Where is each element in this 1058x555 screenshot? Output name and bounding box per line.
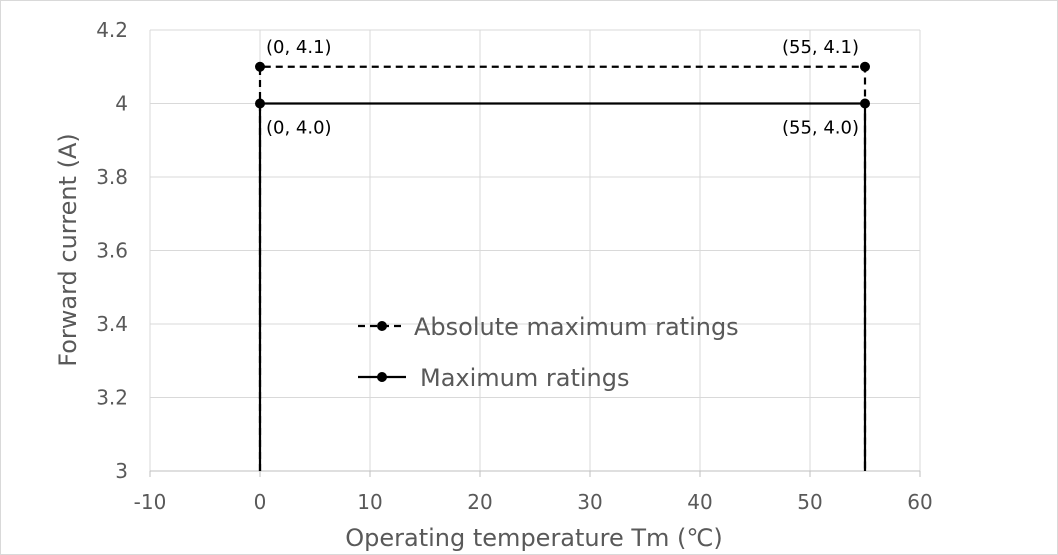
y-axis-title: Forward current (A) xyxy=(54,133,82,367)
y-tick-label: 3.2 xyxy=(96,386,128,410)
series-point-0 xyxy=(255,61,265,72)
series-line-1 xyxy=(258,102,867,471)
x-tick-label: 30 xyxy=(577,490,602,514)
legend-label-0: Absolute maximum ratings xyxy=(414,313,739,341)
axes: -10 0 10 20 30 40 50 60 3 3.2 3.4 3.6 3.8 4 4.2 xyxy=(96,18,933,514)
point-annotation: (55, 4.0) xyxy=(782,118,859,139)
series-point-0 xyxy=(860,61,870,72)
legend: Absolute maximum ratings Maximum ratings xyxy=(358,313,739,392)
x-tick-label: 0 xyxy=(254,490,267,514)
series-point-1 xyxy=(255,98,265,109)
x-tick-label: 60 xyxy=(907,490,932,514)
y-tick-label: 4.2 xyxy=(96,18,128,42)
y-tick-label: 3.8 xyxy=(96,165,128,189)
annotations-layer: (0, 4.1) (55, 4.1) (0, 4.0) (55, 4.0) xyxy=(266,37,859,139)
grid xyxy=(149,29,921,472)
series-line-0 xyxy=(258,65,867,471)
point-annotation: (0, 4.1) xyxy=(266,37,332,58)
y-tick-label: 3 xyxy=(115,459,128,483)
x-tick-label: -10 xyxy=(134,490,167,514)
series-point-1 xyxy=(860,98,870,109)
y-tick-label: 3.6 xyxy=(96,239,128,263)
x-tick-label: 50 xyxy=(797,490,822,514)
point-annotation: (0, 4.0) xyxy=(266,118,332,139)
series-layer xyxy=(255,61,870,471)
legend-marker-0 xyxy=(377,321,387,331)
y-tick-label: 3.4 xyxy=(96,312,128,336)
x-tick-label: 40 xyxy=(687,490,712,514)
point-annotation: (55, 4.1) xyxy=(782,37,859,58)
legend-marker-1 xyxy=(377,372,387,382)
legend-label-1: Maximum ratings xyxy=(420,364,629,392)
x-axis-title: Operating temperature Tm (℃) xyxy=(345,524,722,552)
y-tick-label: 4 xyxy=(115,92,128,116)
x-tick-label: 20 xyxy=(467,490,492,514)
x-tick-label: 10 xyxy=(357,490,382,514)
